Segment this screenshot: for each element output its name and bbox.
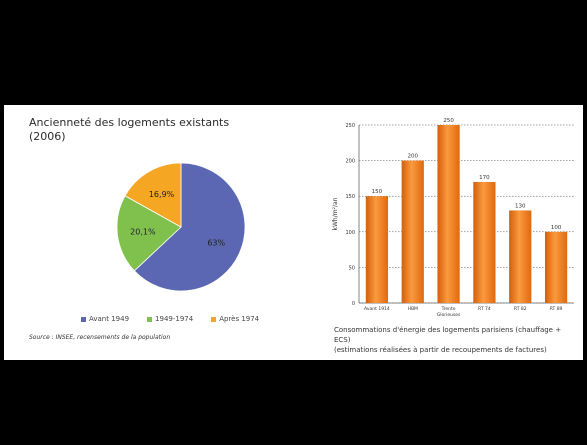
y-tick-label: 0 [352, 301, 355, 307]
pie-data-label: 16,9% [149, 190, 175, 199]
y-tick-label: 200 [345, 159, 355, 165]
bar-chart: 0 50 100 150 200 250 kWh/m²/an 150 Avant 1914 200… [332, 118, 574, 318]
legend-item-1949-1974: 1949-1974 [147, 313, 193, 325]
bar-value-label: 200 [408, 154, 419, 160]
x-tick-label: Avant 1914 [364, 306, 390, 312]
bar-chart-caption: Consommations d'énergie des logements pa… [334, 325, 579, 355]
pie-data-label: 63% [207, 238, 225, 247]
bar [437, 125, 460, 303]
y-tick-label: 150 [345, 194, 355, 200]
legend-label: Avant 1949 [89, 315, 130, 323]
x-tick-label: Trente Glorieuses [437, 306, 461, 318]
pie-chart-title: Ancienneté des logements existants (2006… [29, 116, 230, 143]
pie-chart: 63% 20,1% 16,9% [116, 162, 246, 292]
y-axis-label: kWh/m²/an [332, 197, 339, 230]
legend-item-avant-1949: Avant 1949 [81, 313, 129, 325]
bar [365, 196, 389, 303]
pie-source-note: Source : INSEE, recensements de la popul… [29, 334, 171, 341]
bar-caption-line-2: (estimations réalisées à partir de recou… [334, 346, 547, 354]
bar-caption-line-1: Consommations d'énergie des logements pa… [334, 326, 562, 344]
legend-label: 1949-1974 [155, 315, 194, 323]
y-tick-label: 50 [349, 265, 355, 271]
bar-value-label: 170 [479, 175, 490, 181]
x-tick-label: RT 89 [550, 306, 563, 312]
pie-slice [124, 162, 182, 228]
pie-slice [116, 195, 182, 272]
legend-label: Après 1974 [219, 315, 260, 323]
bar [544, 231, 568, 303]
x-tick-label: HBM [408, 306, 418, 312]
bar [473, 181, 496, 303]
pie-data-label: 20,1% [130, 228, 156, 237]
bar-value-label: 100 [551, 225, 562, 231]
slide-panel: Ancienneté des logements existants (2006… [4, 105, 583, 360]
legend-swatch [147, 316, 153, 322]
x-tick-label: RT 82 [514, 306, 527, 312]
legend-swatch [211, 316, 217, 322]
bar-value-label: 250 [443, 118, 454, 124]
x-tick-label: RT 74 [478, 306, 491, 312]
bar-value-label: 130 [515, 203, 526, 209]
y-tick-label: 250 [345, 123, 355, 129]
bar [509, 210, 532, 303]
legend-item-apres-1974: Après 1974 [211, 313, 259, 325]
bar-value-label: 150 [372, 189, 383, 195]
pie-legend: Avant 1949 1949-1974 Après 1974 [81, 313, 259, 325]
legend-swatch [81, 316, 86, 322]
pie-slice [133, 162, 246, 292]
bar [401, 160, 424, 303]
y-tick-label: 100 [345, 230, 355, 236]
